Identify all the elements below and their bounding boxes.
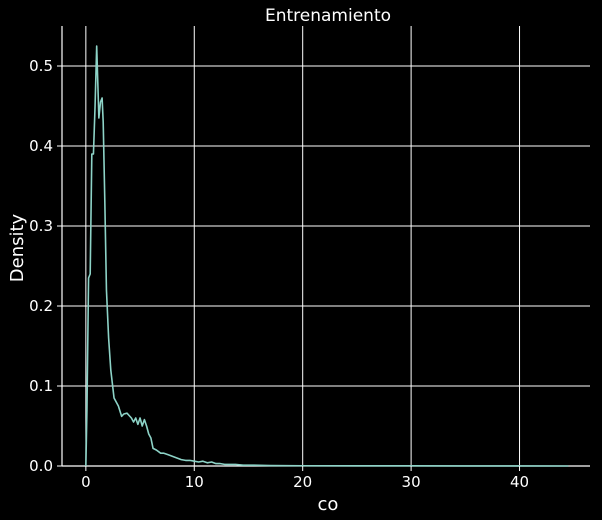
y-axis-label: Density xyxy=(7,213,28,282)
chart-title: Entrenamiento xyxy=(265,6,391,26)
series-layer xyxy=(85,45,569,467)
x-tick-label-4: 40 xyxy=(510,473,529,491)
x-ticks: 0 10 20 30 40 xyxy=(81,466,529,491)
x-axis-label: co xyxy=(318,494,339,515)
grid xyxy=(62,26,590,467)
y-tick-label-1: 0.1 xyxy=(29,377,53,395)
x-tick-label-1: 10 xyxy=(185,473,204,491)
x-tick-label-3: 30 xyxy=(402,473,421,491)
x-tick-label-0: 0 xyxy=(81,473,91,491)
y-tick-label-5: 0.5 xyxy=(29,57,53,75)
density-line-0 xyxy=(85,45,569,467)
y-tick-label-2: 0.2 xyxy=(29,297,53,315)
y-ticks: 0.0 0.1 0.2 0.3 0.4 0.5 xyxy=(29,57,62,475)
y-tick-label-4: 0.4 xyxy=(29,137,53,155)
y-tick-label-3: 0.3 xyxy=(29,217,53,235)
y-tick-label-0: 0.0 xyxy=(29,457,53,475)
x-tick-label-2: 20 xyxy=(293,473,312,491)
